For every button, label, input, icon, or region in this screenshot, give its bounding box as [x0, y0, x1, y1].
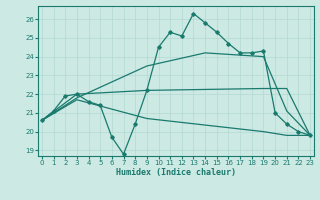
- X-axis label: Humidex (Indice chaleur): Humidex (Indice chaleur): [116, 168, 236, 177]
